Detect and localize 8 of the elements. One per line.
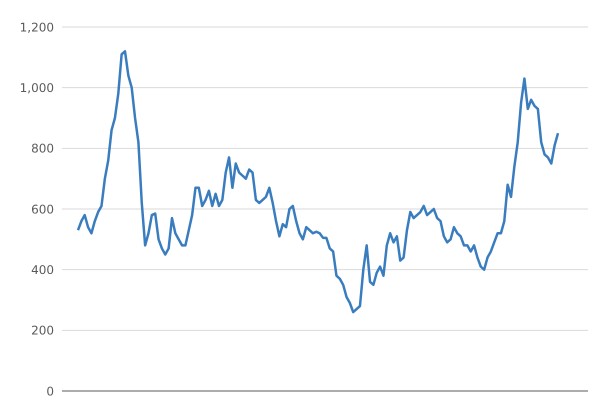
y-tick-label: 600 <box>31 202 54 216</box>
y-tick-label: 200 <box>31 324 54 338</box>
y-tick-label: 800 <box>31 142 54 156</box>
y-tick-label: 0 <box>46 384 54 398</box>
y-tick-label: 400 <box>31 262 54 277</box>
y-tick-label: 1,000 <box>20 80 54 95</box>
y-tick-label: 1,200 <box>20 20 54 34</box>
line-series <box>76 50 560 314</box>
